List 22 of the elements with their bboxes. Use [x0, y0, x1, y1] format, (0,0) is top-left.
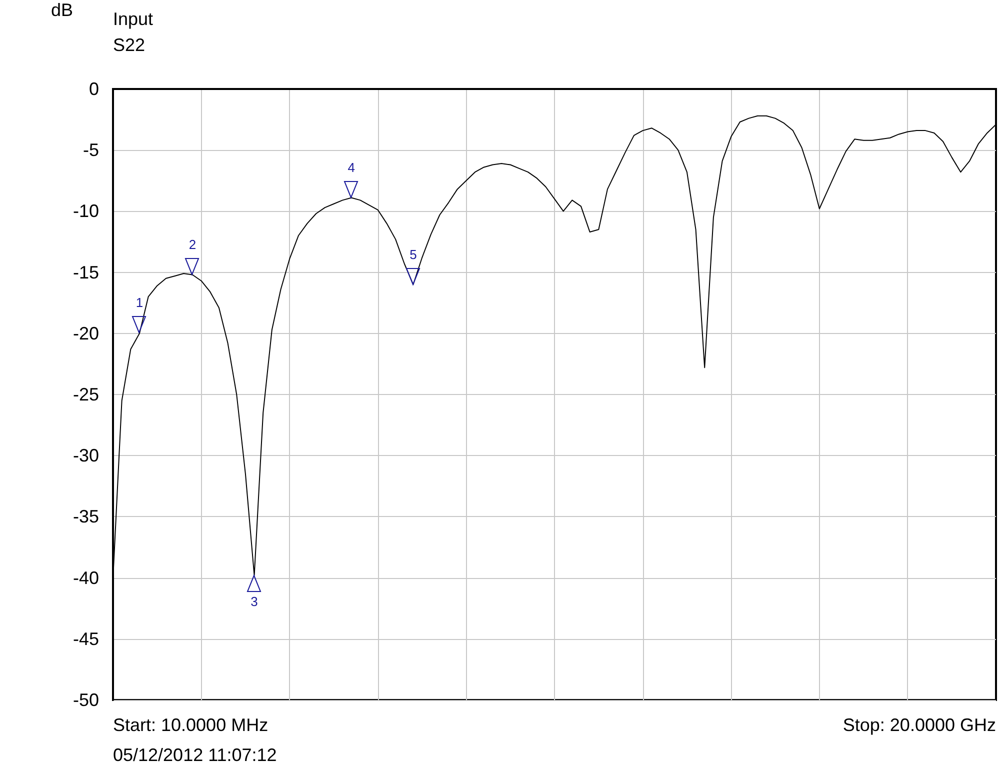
annotation: 1: [134, 295, 144, 310]
annotation: 3: [250, 594, 259, 610]
annotation: 2: [188, 236, 198, 252]
y-tick-label: -35: [72, 506, 99, 527]
y-tick-label: -10: [72, 201, 99, 222]
text: 05/12/2012 11:07:12: [113, 745, 277, 765]
y-tick-label: -50: [72, 690, 99, 710]
chart-title: Input: [113, 9, 154, 29]
chart-subtitle: S22: [113, 35, 146, 55]
y-tick-label: -40: [72, 568, 99, 588]
y-tick-label: -15: [72, 262, 99, 282]
y-tick-label: -25: [72, 384, 99, 404]
y-tick-label: -30: [72, 446, 99, 466]
y-tick-label: -20: [72, 323, 99, 344]
y-axis-title: dB: [50, 0, 73, 20]
annotation: 4: [346, 160, 356, 175]
annotation: 5: [408, 246, 418, 262]
y-tick-label: -5: [82, 140, 99, 160]
text: Start: 10.0000 MHz: [113, 715, 268, 735]
y-tick-label: 0: [88, 79, 99, 99]
y-tick-label: -45: [72, 628, 99, 649]
text: Stop: 20.0000 GHz: [842, 715, 996, 735]
